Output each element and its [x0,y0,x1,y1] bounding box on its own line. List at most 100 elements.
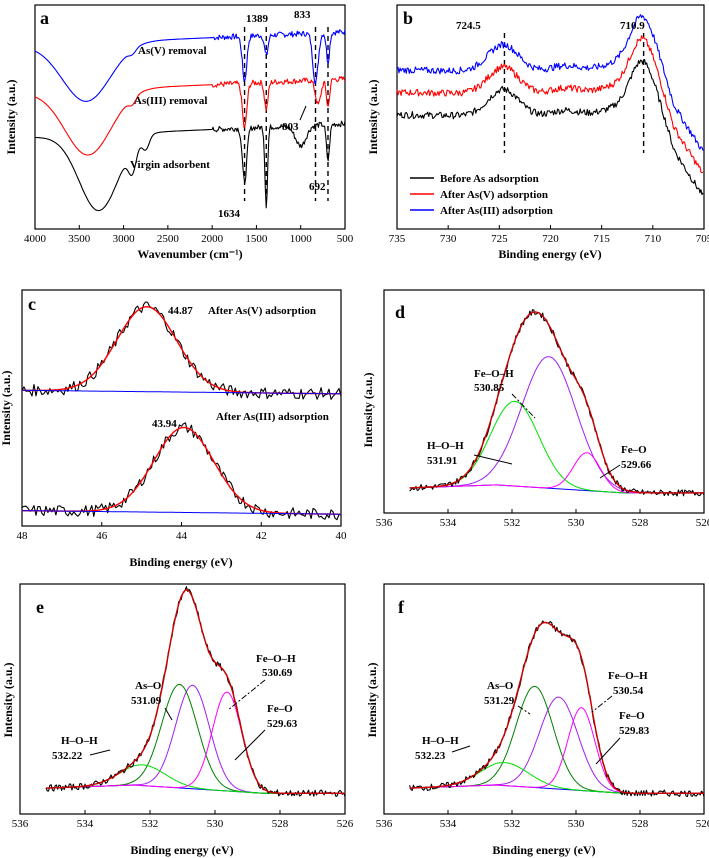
panel-b: b 735 730 725 720 715 710 705 724.5 710.9 Befo… [366,4,709,261]
panel-f-ptr-feoh [591,695,613,713]
x-tick-label: 46 [96,530,108,542]
x-tick-label: 526 [696,517,709,529]
x-tick: 532 [504,810,521,830]
x-tick-label: 3000 [113,233,136,245]
x-tick: 534 [440,810,457,830]
panel-a-annot-692: 692 [309,181,326,193]
panel-e: e 536 534 532 530 528 526 Fe–O–H 530.69 As–O … [1,583,354,857]
legend-asiii: After As(III) adsorption [440,205,553,217]
x-tick-label: 526 [696,818,709,830]
panel-a-dashes [243,27,329,201]
x-tick: 2500 [157,225,180,245]
panel-a-ylabel: Intensity (a.u.) [4,79,18,154]
panel-c-ylabel: Intensity (a.u.) [0,370,13,445]
x-tick-label: 536 [376,517,393,529]
panel-d-ptr-feoh [511,393,536,419]
x-tick-label: 530 [568,818,585,830]
x-tick-label: 536 [376,818,393,830]
x-tick-label: 528 [632,818,649,830]
panel-e-ylabel: Intensity (a.u.) [1,662,15,737]
panel-e-name-hoh: H–O–H [61,735,98,747]
x-tick: 2000 [201,225,224,245]
panel-e-plot [45,586,346,797]
x-tick: 3000 [113,225,136,245]
x-tick-label: 40 [336,530,348,542]
x-tick-label: 528 [272,818,289,830]
x-tick: 710 [645,225,662,245]
fit-line [46,589,345,794]
x-tick-label: 528 [632,517,649,529]
panel-e-name-feo: Fe–O [267,703,293,715]
raw-line [45,586,346,797]
panel-a-xlabel: Wavenumber (cm⁻¹) [137,247,242,261]
baseline-1 [22,510,341,515]
x-tick-label: 532 [504,818,521,830]
x-tick-label: 532 [504,517,521,529]
panel-f-name-aso: As–O [487,680,514,692]
panel-e-xlabel: Binding energy (eV) [130,843,233,857]
panel-a-frame [34,4,346,230]
panel-c-peak-2: 43.94 [152,418,177,430]
panel-a-letter: a [40,8,49,28]
panel-f-plot [409,620,705,798]
x-tick: 528 [632,509,649,529]
panel-b-ylabel: Intensity (a.u.) [366,79,380,154]
component-3 [409,707,704,794]
fit-line-1 [22,426,341,515]
panel-c: c 48 46 44 42 40 44.87 After As(V) adsorptio… [0,289,348,569]
panel-f-val-hoh: 532.23 [415,750,446,762]
panel-b-legend: Before As adsorption After As(V) adsorpt… [410,173,553,217]
panel-e-letter: e [36,597,44,617]
panel-e-val-feoh: 530.69 [262,667,293,679]
series-line-0 [34,29,346,102]
x-tick: 44 [176,522,188,542]
panel-e-name-feoh: Fe–O–H [256,653,296,665]
panel-a-annot-1389: 1389 [246,13,269,25]
panel-a-label-asiii: As(III) removal [134,95,207,107]
panel-f-ylabel: Intensity (a.u.) [365,662,379,737]
x-tick-label: 536 [12,818,29,830]
x-tick: 4000 [24,225,47,245]
series-line-2 [35,120,346,212]
fit-line-0 [22,306,341,395]
panel-d-name-feo: Fe–O [621,444,647,456]
x-tick: 536 [12,810,29,830]
x-tick: 46 [96,522,108,542]
x-tick-label: 3500 [68,233,91,245]
legend-asv: After As(V) adsorption [440,189,548,201]
x-tick-label: 534 [440,517,457,529]
panel-a-label-asv: As(V) removal [138,45,207,57]
x-tick: 530 [207,810,224,830]
panel-f-ptr-feo [595,737,621,765]
panel-f-xlabel: Binding energy (eV) [492,843,595,857]
series-line-2 [396,14,704,151]
panel-b-ticks: 735 730 725 720 715 710 705 [389,225,709,245]
panel-a-annot-803: 803 [282,121,299,133]
panel-a-series [34,29,346,212]
x-tick-label: 705 [696,233,709,245]
panel-c-ticks: 48 46 44 42 40 [17,522,348,542]
panel-e-ptr-feoh [227,679,266,711]
panel-a-annot-1634: 1634 [218,208,241,220]
panel-c-label-2: After As(III) adsorption [216,411,329,423]
x-tick: 715 [593,225,610,245]
x-tick-label: 42 [256,530,267,542]
series-line-1 [34,76,346,156]
x-tick-label: 2500 [157,233,180,245]
x-tick-label: 4000 [24,233,47,245]
panel-f-name-feo: Fe–O [619,710,645,722]
raw-line [409,309,705,497]
x-tick-label: 530 [207,818,224,830]
panel-d-frame [383,289,705,514]
panel-a-arrow-803 [299,105,307,121]
x-tick: 720 [542,225,559,245]
panel-d-val-feo: 529.66 [621,459,652,471]
x-tick: 536 [376,810,393,830]
panel-e-val-hoh: 532.22 [52,750,83,762]
series-line-0 [396,59,704,196]
panel-b-dashes [503,33,645,153]
panel-a-ticks: 4000 3500 3000 2500 2000 1500 1000 500 [24,225,354,245]
panel-f-val-feoh: 530.54 [613,685,644,697]
x-tick-label: 2000 [201,233,224,245]
